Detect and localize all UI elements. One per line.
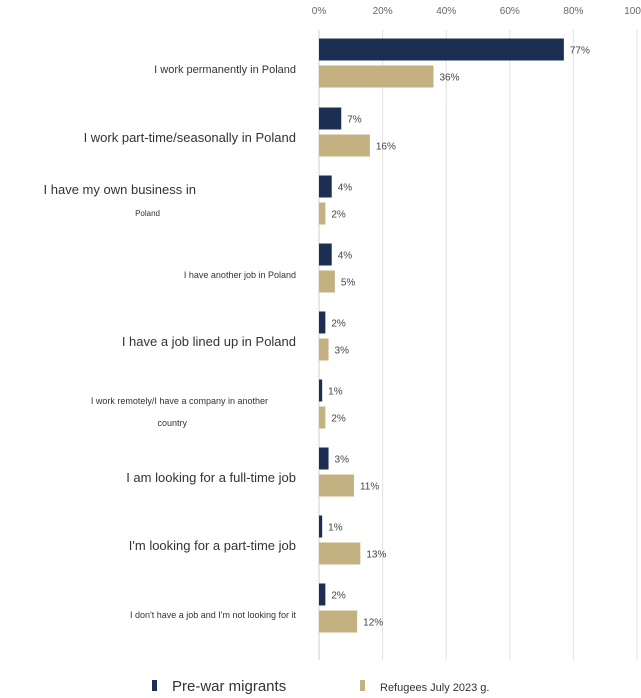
bar-refugees: [319, 542, 361, 565]
data-label: 7%: [347, 115, 362, 126]
bar-pre-war-migrants: [319, 447, 329, 470]
category-label: I have a job lined up in Poland: [122, 334, 296, 349]
data-label: 36%: [439, 73, 459, 84]
data-label: 13%: [366, 550, 386, 561]
data-label: 2%: [331, 591, 346, 602]
data-label: 2%: [331, 414, 346, 425]
x-tick-label: 20%: [373, 6, 393, 17]
x-tick-label: 60%: [500, 6, 520, 17]
category-label-cont: country: [157, 418, 187, 428]
bar-pre-war-migrants: [319, 583, 326, 606]
data-label: 1%: [328, 523, 343, 534]
bars: [319, 38, 564, 633]
legend-label: Pre-war migrants: [172, 678, 286, 695]
x-axis-ticks: 0% 20% 40% 60% 80% 100%: [312, 6, 641, 17]
bar-refugees: [319, 338, 329, 361]
data-label: 4%: [338, 251, 353, 262]
data-label: 4%: [338, 183, 353, 194]
data-label: 3%: [335, 346, 350, 357]
bar-pre-war-migrants: [319, 38, 564, 61]
x-tick-label: 40%: [436, 6, 456, 17]
x-tick-label: 100%: [624, 6, 641, 17]
data-label: 11%: [360, 482, 379, 493]
bar-refugees: [319, 270, 335, 293]
category-label: I work permanently in Poland: [154, 64, 296, 76]
bar-pre-war-migrants: [319, 515, 323, 538]
bar-refugees: [319, 202, 326, 225]
data-label: 3%: [335, 455, 350, 466]
legend: Pre-war migrants Refugees July 2023 g.: [152, 678, 489, 695]
category-label-cont: Poland: [135, 209, 160, 218]
bar-refugees: [319, 610, 358, 633]
bar-pre-war-migrants: [319, 243, 332, 266]
category-label: I don't have a job and I'm not looking f…: [130, 610, 297, 620]
bar-refugees: [319, 134, 370, 157]
bar-pre-war-migrants: [319, 107, 342, 130]
data-label: 2%: [331, 319, 346, 330]
category-label: I work part-time/seasonally in Poland: [84, 130, 296, 145]
category-label: I am looking for a full-time job: [126, 470, 296, 485]
category-labels: I work permanently in Poland I work part-…: [44, 64, 297, 620]
bar-refugees: [319, 474, 354, 497]
category-label: I'm looking for a part-time job: [129, 538, 296, 553]
bar-refugees: [319, 406, 326, 429]
x-tick-label: 0%: [312, 6, 327, 17]
legend-label: Refugees July 2023 g.: [380, 682, 489, 694]
gridlines: [318, 30, 638, 660]
bar-pre-war-migrants: [319, 379, 323, 402]
bar-pre-war-migrants: [319, 311, 326, 334]
data-label: 12%: [363, 618, 383, 629]
category-label: I have my own business in: [44, 182, 196, 197]
data-label: 1%: [328, 387, 343, 398]
data-label: 5%: [341, 278, 356, 289]
data-labels: 77% 7% 4% 4% 2% 1% 3% 1% 2% 36% 16% 2% 5% 3% 2% 11% 13% 1…: [328, 46, 590, 629]
legend-swatch: [152, 680, 157, 691]
category-label: I have another job in Poland: [184, 270, 296, 280]
data-label: 77%: [570, 46, 590, 57]
data-label: 16%: [376, 142, 396, 153]
category-label: I work remotely/I have a company in anot…: [91, 396, 268, 406]
x-tick-label: 80%: [563, 6, 583, 17]
bar-refugees: [319, 65, 434, 88]
data-label: 2%: [331, 210, 346, 221]
bar-pre-war-migrants: [319, 175, 332, 198]
legend-swatch: [360, 680, 365, 691]
